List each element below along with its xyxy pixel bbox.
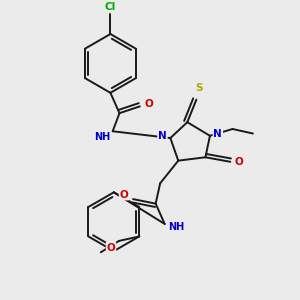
Text: O: O — [145, 99, 153, 109]
Text: NH: NH — [94, 132, 111, 142]
Text: N: N — [214, 128, 222, 139]
Text: S: S — [195, 83, 202, 93]
Text: N: N — [158, 131, 167, 141]
Text: O: O — [120, 190, 128, 200]
Text: O: O — [106, 243, 116, 253]
Text: Cl: Cl — [105, 2, 116, 12]
Text: O: O — [235, 157, 244, 167]
Text: NH: NH — [168, 222, 184, 233]
